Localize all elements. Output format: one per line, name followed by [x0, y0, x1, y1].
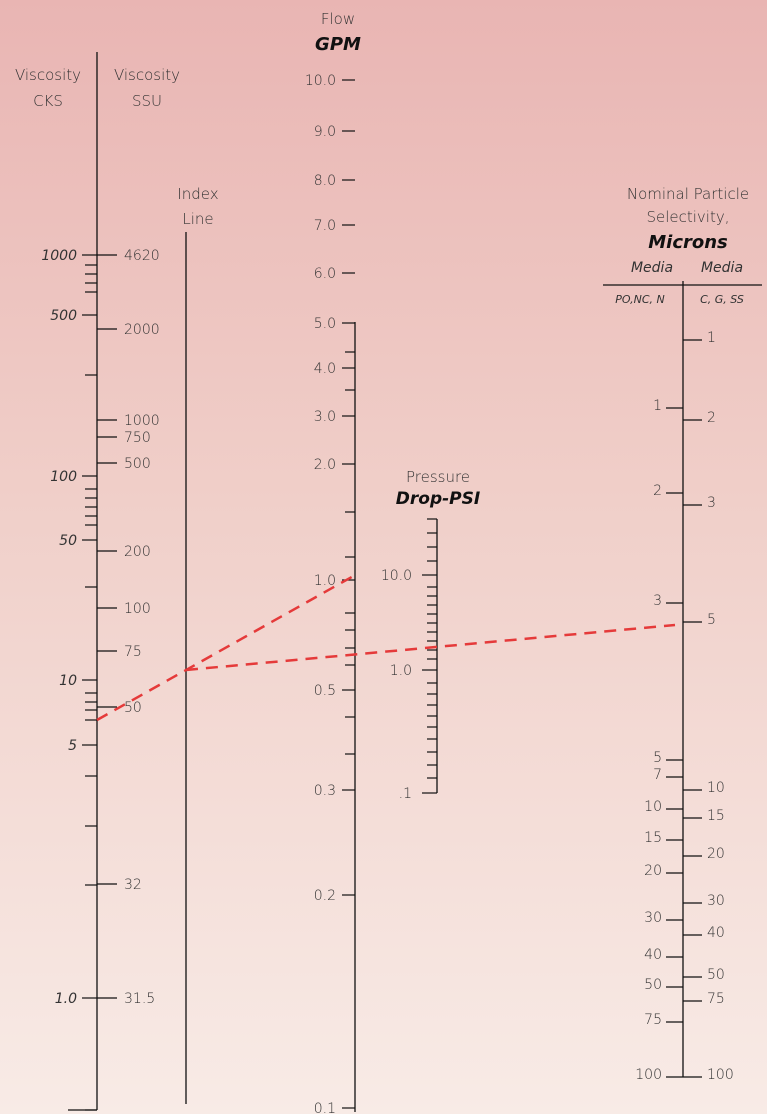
- micron-left-tick-label: 5: [653, 750, 662, 766]
- micron-right-tick-label: 2: [707, 410, 716, 426]
- ssu-tick-label: 75: [124, 644, 142, 660]
- micron-left-tick-label: 7: [653, 767, 662, 783]
- flow-tick-label: 5.0: [314, 316, 336, 332]
- micron-left-tick-label: 40: [644, 947, 662, 963]
- ssu-tick-label: 100: [124, 601, 151, 617]
- micron-left-tick-label: 1: [653, 398, 662, 414]
- pressure-tick-label: 10.0: [381, 568, 412, 584]
- micron-left-tick-label: 50: [644, 977, 662, 993]
- flow-tick-label: 8.0: [314, 173, 336, 189]
- micron-line1: Nominal Particle: [627, 185, 749, 203]
- ssu-tick-label: 750: [124, 430, 151, 446]
- header-visc-ssu: Viscosity SSU: [114, 66, 180, 110]
- micron-left-tick-label: 20: [644, 863, 662, 879]
- pressure-line2: Drop-PSI: [396, 489, 480, 509]
- flow-tick-label: 9.0: [314, 124, 336, 140]
- flow-tick-label: 2.0: [314, 457, 336, 473]
- ssu-tick-label: 31.5: [124, 991, 155, 1007]
- micron-right-tick-label: 75: [707, 991, 725, 1007]
- micron-right-tick-label: 5: [707, 612, 716, 628]
- cks-scale: 1000 500 100 50 10 5 1.0: [41, 248, 97, 1111]
- header-index-line: Index Line: [177, 185, 218, 228]
- flow-tick-label: 0.5: [314, 683, 336, 699]
- micron-right-tick-label: 10: [707, 780, 725, 796]
- ssu-tick-label: 500: [124, 456, 151, 472]
- header-visc-cks: Viscosity CKS: [15, 66, 81, 110]
- micron-left-tick-label: 10: [644, 799, 662, 815]
- media-left-line2: PO,NC, N: [615, 293, 664, 306]
- flow-line2: GPM: [315, 34, 361, 55]
- pressure-tick-label: 1.0: [390, 663, 412, 679]
- pressure-tick-label: .1: [399, 786, 412, 802]
- ssu-tick-label: 200: [124, 544, 151, 560]
- micron-left-tick-label: 100: [635, 1067, 662, 1083]
- cks-tick-label: 10: [59, 673, 77, 689]
- ssu-tick-label: 50: [124, 700, 142, 716]
- micron-left-scale: 1 2 3 57 10 15 20 30 40 50 75 100: [635, 398, 683, 1083]
- media-right-line1: Media: [701, 260, 743, 276]
- media-left-line1: Media: [631, 260, 673, 276]
- micron-right-tick-label: 100: [707, 1067, 734, 1083]
- micron-left-tick-label: 75: [644, 1012, 662, 1028]
- flow-tick-label: 1.0: [314, 573, 336, 589]
- example-dashed-line: [96, 572, 358, 722]
- pressure-line1: Pressure: [406, 468, 470, 486]
- flow-tick-label: 4.0: [314, 361, 336, 377]
- ssu-tick-label: 4620: [124, 248, 160, 264]
- flow-tick-label: 3.0: [314, 409, 336, 425]
- cks-tick-label: 1.0: [55, 991, 77, 1007]
- flow-tick-label: 0.1: [314, 1101, 336, 1114]
- ssu-tick-label: 32: [124, 877, 142, 893]
- header-flow: Flow GPM: [315, 10, 361, 55]
- cks-tick-label: 1000: [41, 248, 77, 264]
- micron-left-tick-label: 15: [644, 830, 662, 846]
- flow-tick-label: 6.0: [314, 266, 336, 282]
- visc-cks-line1: Viscosity: [15, 66, 81, 84]
- header-pressure: Pressure Drop-PSI: [396, 468, 480, 509]
- cks-tick-label: 5: [68, 738, 77, 754]
- header-micron: Nominal Particle Selectivity, Microns: [627, 185, 749, 253]
- media-right-line2: C, G, SS: [700, 293, 744, 306]
- micron-right-tick-label: 30: [707, 893, 725, 909]
- flow-tick-label: 0.3: [314, 783, 336, 799]
- micron-right-scale: 1 2 3 5 10 15 20 30 40 50 75 100: [683, 330, 734, 1083]
- header-media: Media Media PO,NC, N C, G, SS: [615, 260, 744, 306]
- micron-left-tick-label: 2: [653, 483, 662, 499]
- micron-left-tick-label: 30: [644, 910, 662, 926]
- flow-tick-label: 0.2: [314, 888, 336, 904]
- pressure-scale: 10.0 1.0 .1: [381, 518, 437, 802]
- ssu-tick-label: 2000: [124, 322, 160, 338]
- cks-tick-label: 50: [59, 533, 77, 549]
- flow-scale: 10.0 9.0 8.0 7.0 6.0 5.0 4.0 3.0 2.0 1.0 0.5 0.3 0.2…: [305, 73, 355, 1114]
- index-line-line1: Index: [177, 185, 218, 203]
- micron-left-tick-label: 3: [653, 593, 662, 609]
- micron-line2: Selectivity,: [646, 208, 729, 226]
- micron-right-tick-label: 3: [707, 495, 716, 511]
- flow-tick-label: 10.0: [305, 73, 336, 89]
- cks-tick-label: 100: [50, 469, 77, 485]
- micron-right-tick-label: 1: [707, 330, 716, 346]
- micron-line3: Microns: [648, 232, 728, 253]
- ssu-tick-label: 1000: [124, 413, 160, 429]
- example-dashed-line: [185, 623, 676, 672]
- micron-right-tick-label: 20: [707, 846, 725, 862]
- micron-right-tick-label: 40: [707, 925, 725, 941]
- flow-tick-label: 7.0: [314, 218, 336, 234]
- flow-line1: Flow: [321, 10, 355, 28]
- example-lines: [96, 572, 676, 722]
- visc-ssu-line1: Viscosity: [114, 66, 180, 84]
- cks-tick-label: 500: [50, 308, 77, 324]
- micron-right-tick-label: 50: [707, 967, 725, 983]
- visc-ssu-line2: SSU: [132, 92, 162, 110]
- index-line-line2: Line: [182, 210, 213, 228]
- micron-right-tick-label: 15: [707, 808, 725, 824]
- visc-cks-line2: CKS: [33, 92, 63, 110]
